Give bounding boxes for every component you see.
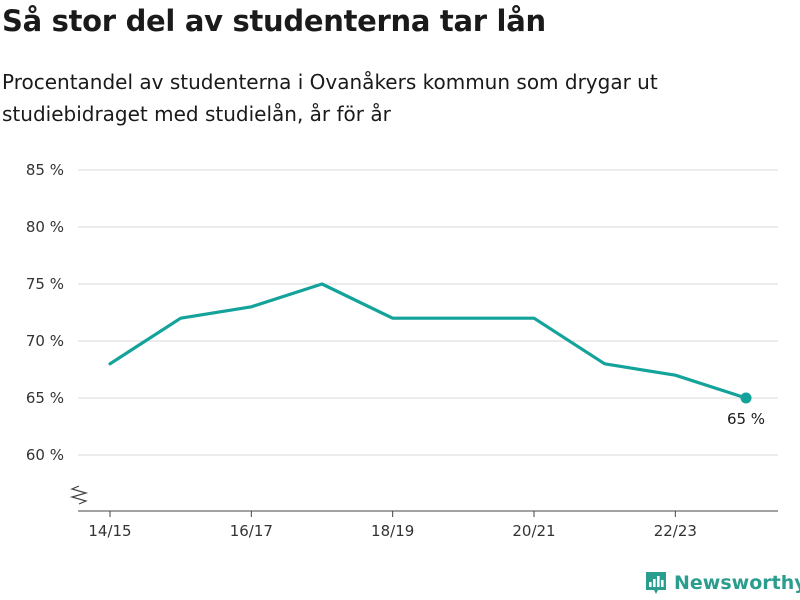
chart-title: Så stor del av studenterna tar lån xyxy=(2,4,546,38)
y-tick-label: 65 % xyxy=(26,389,64,407)
x-tick-label: 18/19 xyxy=(371,522,414,540)
series-line xyxy=(108,282,748,400)
series xyxy=(108,282,752,404)
y-tick-label: 80 % xyxy=(26,218,64,236)
newsworthy-logo-icon xyxy=(646,572,666,594)
newsworthy-logo: Newsworthy xyxy=(644,568,800,598)
chart-subtitle: Procentandel av studenterna i Ovanåkers … xyxy=(2,70,658,126)
labels: 60 % 65 % 70 % 75 % 80 % 85 % 14/15 16/17 18/19 2… xyxy=(26,161,765,540)
last-point-marker xyxy=(740,392,752,404)
x-tick-label: 22/23 xyxy=(654,522,697,540)
x-axis xyxy=(69,485,778,517)
gridlines xyxy=(78,169,778,456)
x-tick-label: 16/17 xyxy=(230,522,273,540)
y-tick-label: 70 % xyxy=(26,332,64,350)
axis-break-icon xyxy=(69,485,89,505)
x-tick-label: 20/21 xyxy=(512,522,555,540)
y-tick-label: 60 % xyxy=(26,446,64,464)
y-tick-label: 75 % xyxy=(26,275,64,293)
y-tick-label: 85 % xyxy=(26,161,64,179)
line-chart: 60 % 65 % 70 % 75 % 80 % 85 % 14/15 16/17 18/19 2… xyxy=(26,161,778,540)
last-point-label: 65 % xyxy=(727,410,765,428)
x-tick-label: 14/15 xyxy=(88,522,131,540)
brand-name: Newsworthy xyxy=(674,572,800,594)
